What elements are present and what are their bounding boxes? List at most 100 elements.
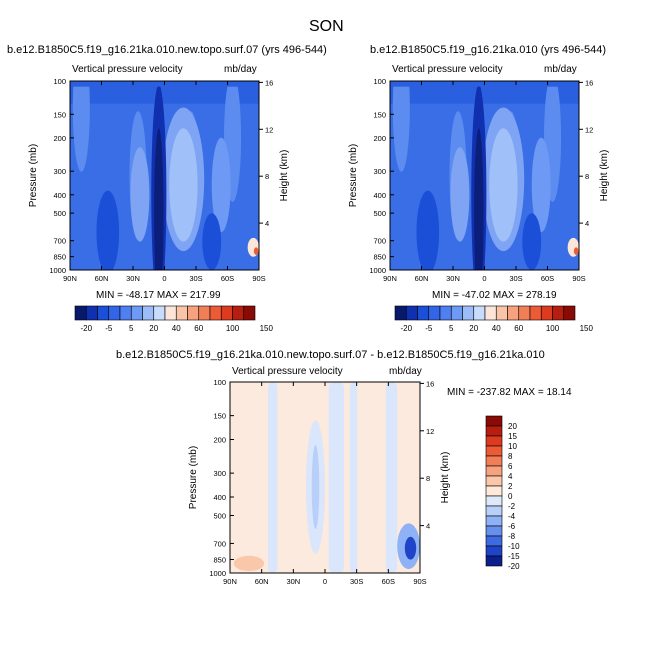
- diff-colorbar-box: [485, 505, 503, 517]
- diff-x-tick-label: 0: [323, 577, 327, 586]
- diff-surface-positive: [233, 555, 265, 572]
- right-x-tick-label: 30N: [446, 274, 460, 283]
- right-colorbar-box: [428, 305, 441, 321]
- right-y-tick-label: 700: [373, 237, 386, 246]
- left-y-tick-label: 700: [53, 237, 66, 246]
- left-y-axis-label: Pressure (mb): [28, 144, 39, 207]
- left-descent-core: [169, 128, 198, 242]
- right-contour-field: [390, 81, 579, 270]
- right-colorbar-label: -20: [400, 324, 412, 333]
- right-y-tick-label: 500: [373, 209, 386, 218]
- right-colorbar-box: [563, 305, 576, 321]
- right-descent-zone-3: [531, 137, 551, 233]
- right-colorbar-box: [495, 305, 508, 321]
- left-descent-zone-2: [130, 147, 150, 242]
- diff-panel-title: b.e12.B1850C5.f19_g16.21ka.010.new.topo.…: [116, 349, 545, 361]
- right-y-right-tick-label: 4: [585, 219, 589, 228]
- right-colorbar-box: [450, 305, 463, 321]
- right-x-tick-label: 90S: [572, 274, 585, 283]
- left-y-right-tick-label: 16: [265, 78, 273, 87]
- left-y-tick-label: 150: [53, 110, 66, 119]
- diff-colorbar-label: -10: [508, 542, 520, 551]
- diff-x-tick-label: 90S: [413, 577, 426, 586]
- diff-colorbar-label: 6: [508, 462, 513, 471]
- right-colorbar-label: -5: [425, 324, 433, 333]
- diff-colorbar-box: [485, 445, 503, 457]
- diff-subtitle: Vertical pressure velocity: [232, 366, 343, 377]
- diff-colorbar-box: [485, 525, 503, 537]
- diff-x-tick-label: 90N: [223, 577, 237, 586]
- diff-colorbar-box: [485, 515, 503, 527]
- right-colorbar-box: [473, 305, 486, 321]
- diff-colorbar-box: [485, 545, 503, 557]
- right-y-right-tick-label: 12: [585, 125, 593, 134]
- left-y-tick-label: 1000: [49, 266, 66, 275]
- diff-colorbar-box: [485, 415, 503, 427]
- diff-y-right-tick-label: 4: [426, 522, 430, 531]
- diff-y-tick-label: 500: [213, 512, 226, 521]
- diff-y-tick-label: 300: [213, 469, 226, 478]
- right-x-tick-label: 30S: [509, 274, 522, 283]
- diff-y-right-tick-label: 8: [426, 474, 430, 483]
- right-storm-band: [416, 190, 440, 270]
- right-y-right-tick-label: 16: [585, 78, 593, 87]
- right-x-tick-label: 60N: [415, 274, 429, 283]
- diff-colorbar-label: -20: [508, 562, 520, 571]
- diff-y-tick-label: 400: [213, 493, 226, 502]
- left-colorbar-box: [187, 305, 200, 321]
- left-colorbar-box: [108, 305, 121, 321]
- left-light-column: [72, 81, 90, 172]
- diff-colorbar-box: [485, 455, 503, 467]
- right-y-tick-label: 400: [373, 191, 386, 200]
- right-colorbar-box: [552, 305, 565, 321]
- diff-plot-area: [229, 381, 424, 574]
- left-y-tick-label: 850: [53, 253, 66, 262]
- left-panel-title: b.e12.B1850C5.f19_g16.21ka.010.new.topo.…: [7, 44, 327, 56]
- diff-colorbar-box: [485, 555, 503, 567]
- right-plot-area: [389, 80, 583, 271]
- left-y-tick-label: 500: [53, 209, 66, 218]
- left-colorbar-box: [97, 305, 110, 321]
- diff-negative-band: [268, 382, 278, 573]
- right-stats: MIN = -47.02 MAX = 278.19: [432, 290, 557, 301]
- left-colorbar-label: 150: [260, 324, 274, 333]
- left-units: mb/day: [224, 64, 257, 75]
- left-itcz-core: [154, 128, 164, 270]
- left-colorbar-box: [153, 305, 166, 321]
- left-subtitle: Vertical pressure velocity: [72, 64, 183, 75]
- right-y-right-tick-label: 8: [585, 172, 589, 181]
- diff-contour-field: [230, 382, 420, 573]
- left-colorbar-box: [142, 305, 155, 321]
- right-colorbar-box: [462, 305, 475, 321]
- left-surface-max: [253, 247, 259, 255]
- diff-colorbar-label: -6: [508, 522, 516, 531]
- diff-colorbar-label: -8: [508, 532, 516, 541]
- right-light-column: [392, 81, 410, 172]
- right-storm-band-2: [522, 213, 542, 270]
- diff-stats: MIN = -237.82 MAX = 18.14: [447, 387, 572, 398]
- right-itcz-core: [474, 128, 484, 270]
- diff-negative-band: [328, 382, 344, 573]
- season-title: SON: [309, 18, 344, 35]
- diff-negative-band: [385, 382, 398, 573]
- diff-colorbar-label: -15: [508, 552, 520, 561]
- right-colorbar-box: [405, 305, 418, 321]
- diff-colorbar-box: [485, 475, 503, 487]
- right-colorbar-box: [417, 305, 430, 321]
- diff-colorbar-label: 4: [508, 472, 513, 481]
- left-x-tick-label: 60S: [221, 274, 234, 283]
- left-stats: MIN = -48.17 MAX = 217.99: [96, 290, 221, 301]
- left-storm-band: [96, 190, 120, 270]
- diff-colorbar-label: 10: [508, 442, 517, 451]
- left-x-tick-label: 90N: [63, 274, 77, 283]
- left-colorbar-box: [74, 305, 87, 321]
- left-colorbar-box: [130, 305, 143, 321]
- right-y-right-axis-label: Height (km): [599, 150, 610, 202]
- left-colorbar-label: -5: [105, 324, 113, 333]
- left-colorbar-label: 5: [129, 324, 134, 333]
- right-y-tick-label: 200: [373, 134, 386, 143]
- left-colorbar-box: [220, 305, 233, 321]
- right-y-tick-label: 150: [373, 110, 386, 119]
- left-x-tick-label: 90S: [252, 274, 265, 283]
- diff-y-tick-label: 150: [213, 412, 226, 421]
